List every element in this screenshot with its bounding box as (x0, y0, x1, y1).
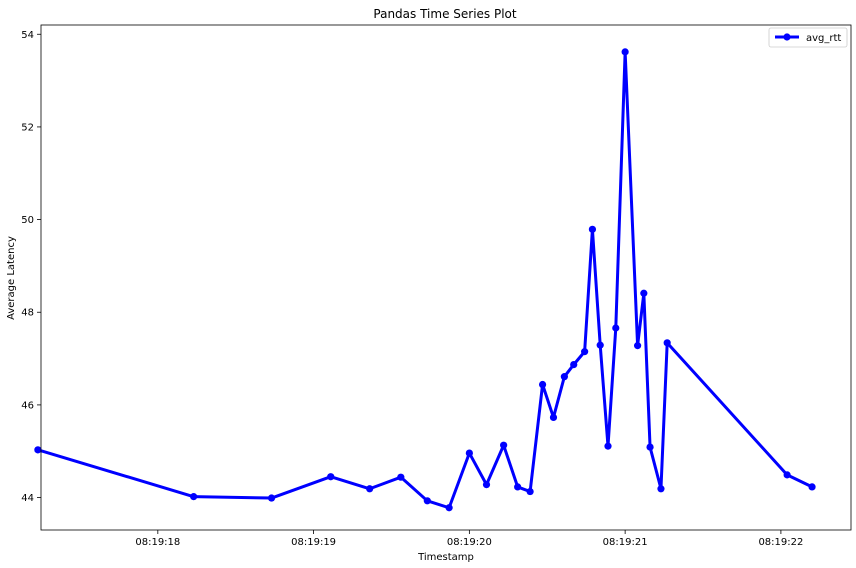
data-point (500, 441, 508, 449)
x-axis-label: Timestamp (417, 552, 474, 563)
data-point (621, 48, 629, 56)
plot-area: 08:19:18 08:19:19 08:19:20 08:19:21 08:19:22… (21, 30, 816, 548)
legend: avg_rtt (768, 27, 848, 48)
data-point (465, 449, 473, 457)
y-axis-label: Average Latency (6, 236, 17, 320)
data-point (397, 473, 405, 481)
data-point (34, 446, 42, 454)
y-tick-label: 52 (21, 122, 34, 133)
y-tick-label: 46 (21, 400, 34, 411)
chart-title: Pandas Time Series Plot (373, 7, 517, 21)
data-point (783, 471, 791, 479)
data-point (604, 442, 612, 450)
data-point (657, 485, 665, 493)
y-tick-label: 48 (21, 308, 34, 319)
data-point (482, 481, 491, 489)
legend-label-avg-rtt: avg_rtt (806, 33, 841, 44)
legend-box (768, 27, 848, 48)
data-point (327, 473, 335, 481)
data-point (612, 324, 620, 332)
x-tick-label: 08:19:20 (447, 537, 492, 548)
data-point (549, 413, 558, 422)
data-point (423, 497, 431, 505)
x-tick-label: 08:19:22 (758, 537, 803, 548)
data-point (366, 485, 374, 493)
data-point (634, 342, 642, 350)
x-tick-label: 08:19:19 (291, 537, 336, 548)
data-point (514, 483, 522, 491)
data-point (526, 487, 534, 496)
data-point (445, 504, 453, 512)
data-point (538, 380, 547, 389)
data-point (560, 373, 568, 381)
y-tick-label: 44 (21, 493, 34, 504)
x-tick-label: 08:19:21 (603, 537, 648, 548)
x-tick-label: 08:19:18 (135, 537, 180, 548)
plot-frame (40, 24, 852, 531)
data-point (640, 289, 648, 297)
data-point (596, 341, 604, 349)
data-point (570, 361, 578, 369)
data-point (663, 339, 671, 347)
data-point (267, 494, 276, 502)
data-point (190, 493, 198, 501)
data-point (808, 483, 816, 491)
data-point (646, 443, 654, 451)
data-point (588, 225, 597, 233)
legend-marker-swatch (783, 33, 791, 41)
data-point (581, 348, 589, 356)
y-tick-label: 50 (21, 215, 34, 226)
y-tick-label: 54 (21, 30, 34, 41)
series-line-avg_rtt (37, 50, 813, 510)
